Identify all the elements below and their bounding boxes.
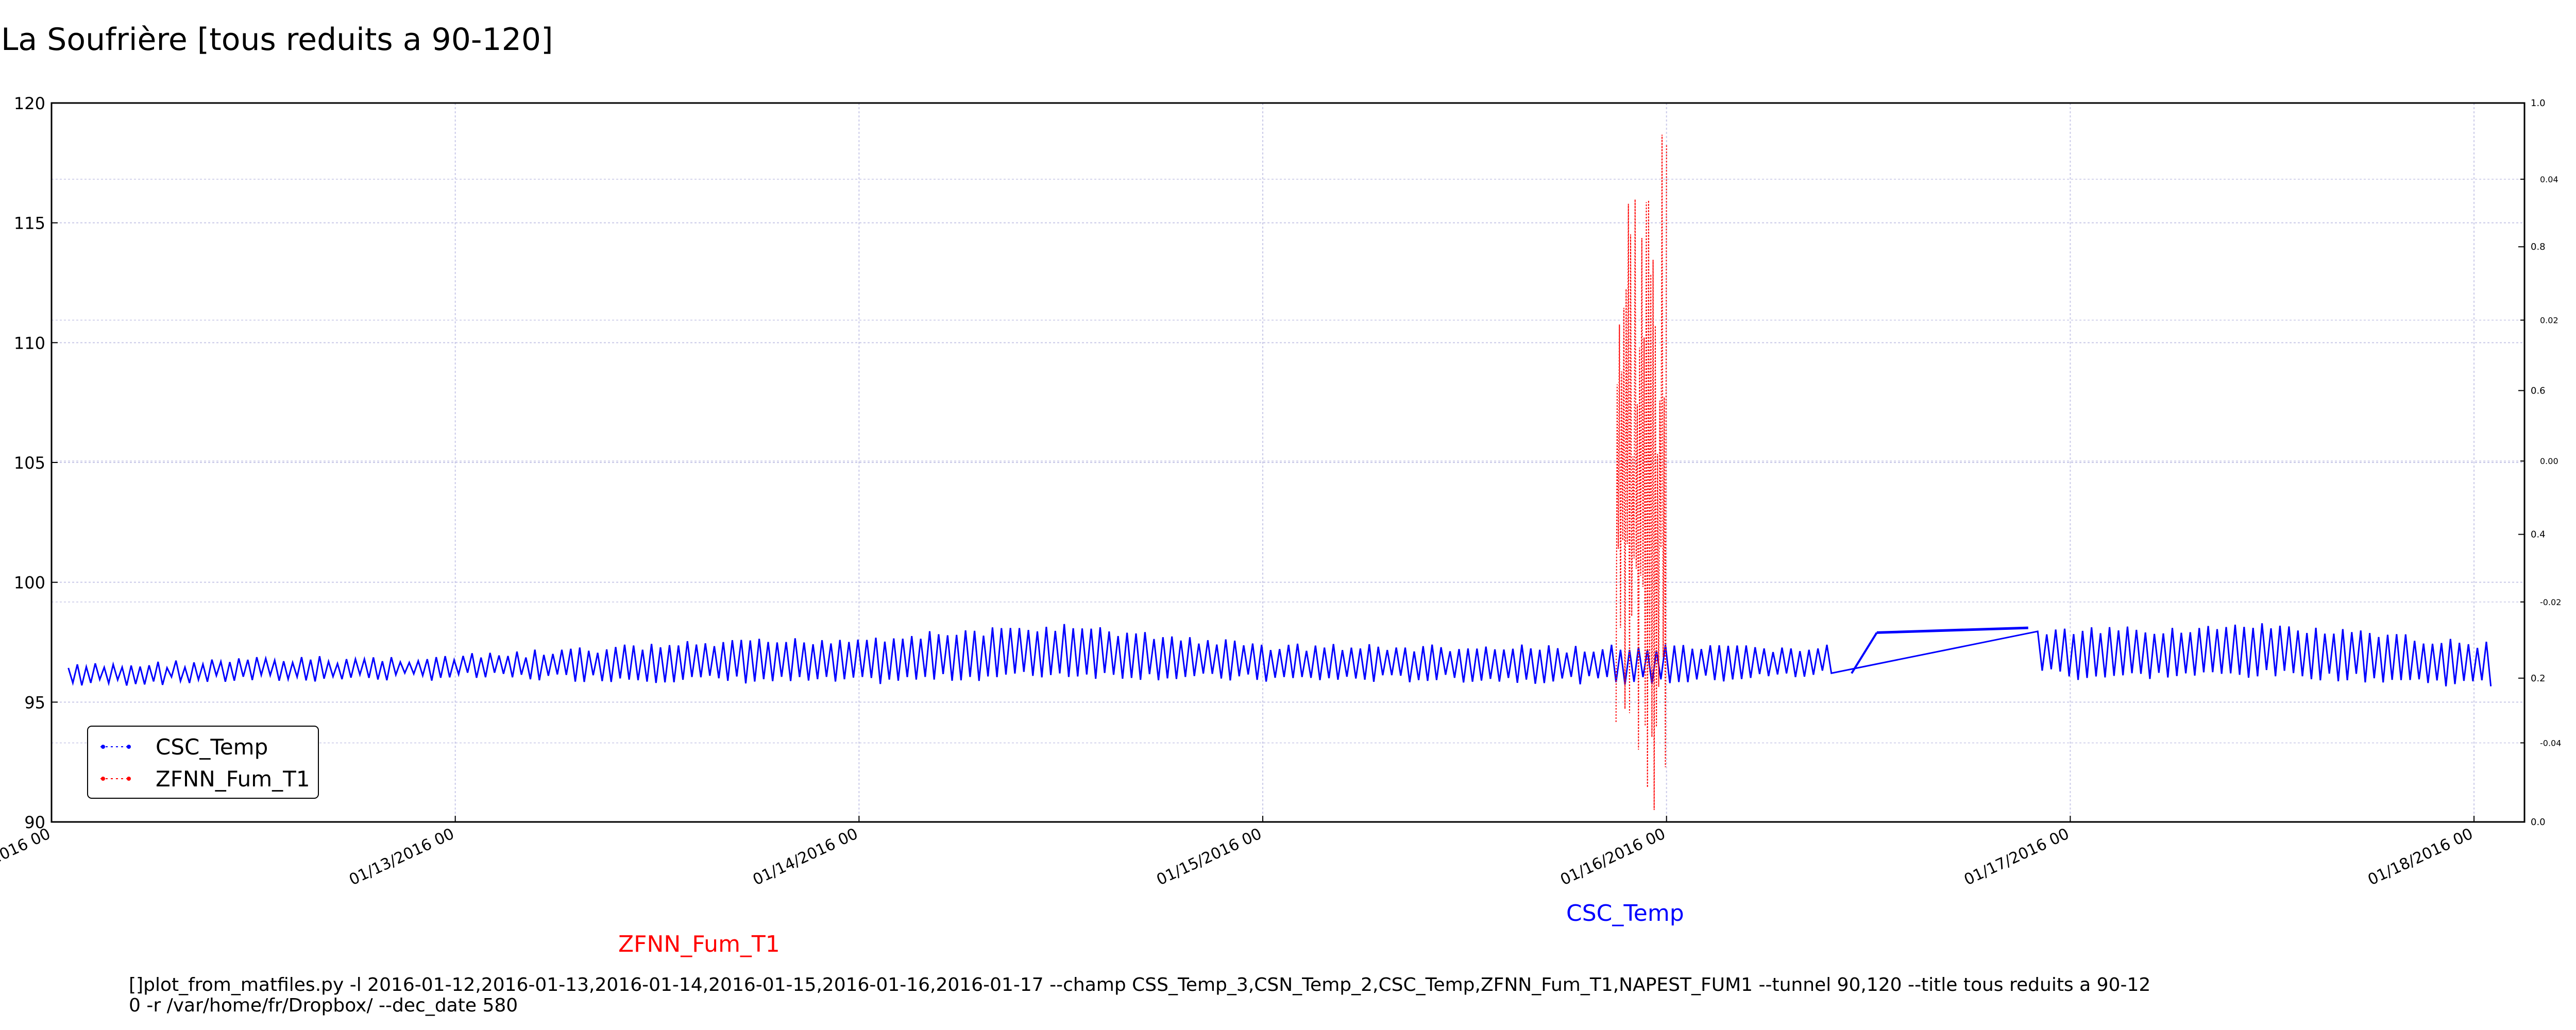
x-tick-label: 01/15/2016 00	[1154, 825, 1265, 889]
y-tick-label: 90	[24, 813, 45, 832]
y-tick-label: 120	[14, 94, 45, 113]
chart-title: La Soufrière [tous reduits a 90-120]	[1, 22, 553, 58]
legend-label: CSC_Temp	[156, 734, 268, 760]
y2-tick-label: 0.2	[2531, 673, 2546, 684]
x-tick-label: 01/14/2016 00	[750, 825, 861, 889]
y2-minor-tick-label: -0.04	[2540, 738, 2561, 748]
y2-tick-label: 1.0	[2531, 98, 2546, 109]
axes: 90 95 100 105 110 115 120 -0.04 -0.02 0.00 0.02 0.0…	[0, 94, 2561, 889]
legend: CSC_Temp ZFNN_Fum_T1	[87, 726, 319, 799]
y2-minor-tick-label: 0.02	[2540, 316, 2558, 325]
y2-minor-tick-label: -0.02	[2540, 597, 2561, 607]
y-tick-label: 95	[24, 693, 45, 712]
series-csc-temp-plateau	[1876, 626, 2028, 634]
command-line-1: []plot_from_matfiles.py -l 2016-01-12,20…	[129, 974, 2151, 995]
y2-tick-label: 0.4	[2531, 529, 2546, 540]
x-tick-label: 01/13/2016 00	[346, 825, 457, 889]
legend-box	[87, 726, 319, 799]
x-tick-label: 01/17/2016 00	[1961, 825, 2072, 889]
y2-tick-label: 0.6	[2531, 385, 2546, 396]
series-label-zfnn: ZFNN_Fum_T1	[618, 931, 780, 957]
y2-minor-tick-label: 0.00	[2540, 456, 2558, 466]
y2-tick-label: 0.8	[2531, 242, 2546, 252]
series-csc-temp-ramp	[1851, 632, 1878, 674]
y-tick-label: 100	[14, 573, 45, 593]
series-layer	[67, 134, 2492, 810]
grid	[52, 103, 2524, 822]
command-line-2: 0 -r /var/home/fr/Dropbox/ --dec_date 58…	[129, 995, 518, 1016]
series-csc-temp-line	[67, 623, 2492, 686]
legend-marker	[101, 745, 105, 749]
legend-marker	[127, 777, 131, 781]
y-tick-label: 105	[14, 453, 45, 473]
legend-label: ZFNN_Fum_T1	[156, 766, 310, 792]
y2-minor-tick-label: 0.04	[2540, 175, 2558, 184]
x-tick-label: 01/18/2016 00	[2365, 825, 2476, 889]
y-tick-label: 115	[14, 214, 45, 233]
series-label-csc: CSC_Temp	[1566, 900, 1684, 926]
x-tick-label: 01/16/2016 00	[1557, 825, 1668, 889]
y2-tick-label: 0.0	[2531, 817, 2546, 828]
series-zfnn-fum-t1-line	[1615, 134, 1667, 810]
y-tick-label: 110	[14, 333, 45, 353]
x-tick-label: 01/12/2016 00	[0, 825, 53, 889]
legend-marker	[127, 745, 131, 749]
legend-marker	[101, 777, 105, 781]
